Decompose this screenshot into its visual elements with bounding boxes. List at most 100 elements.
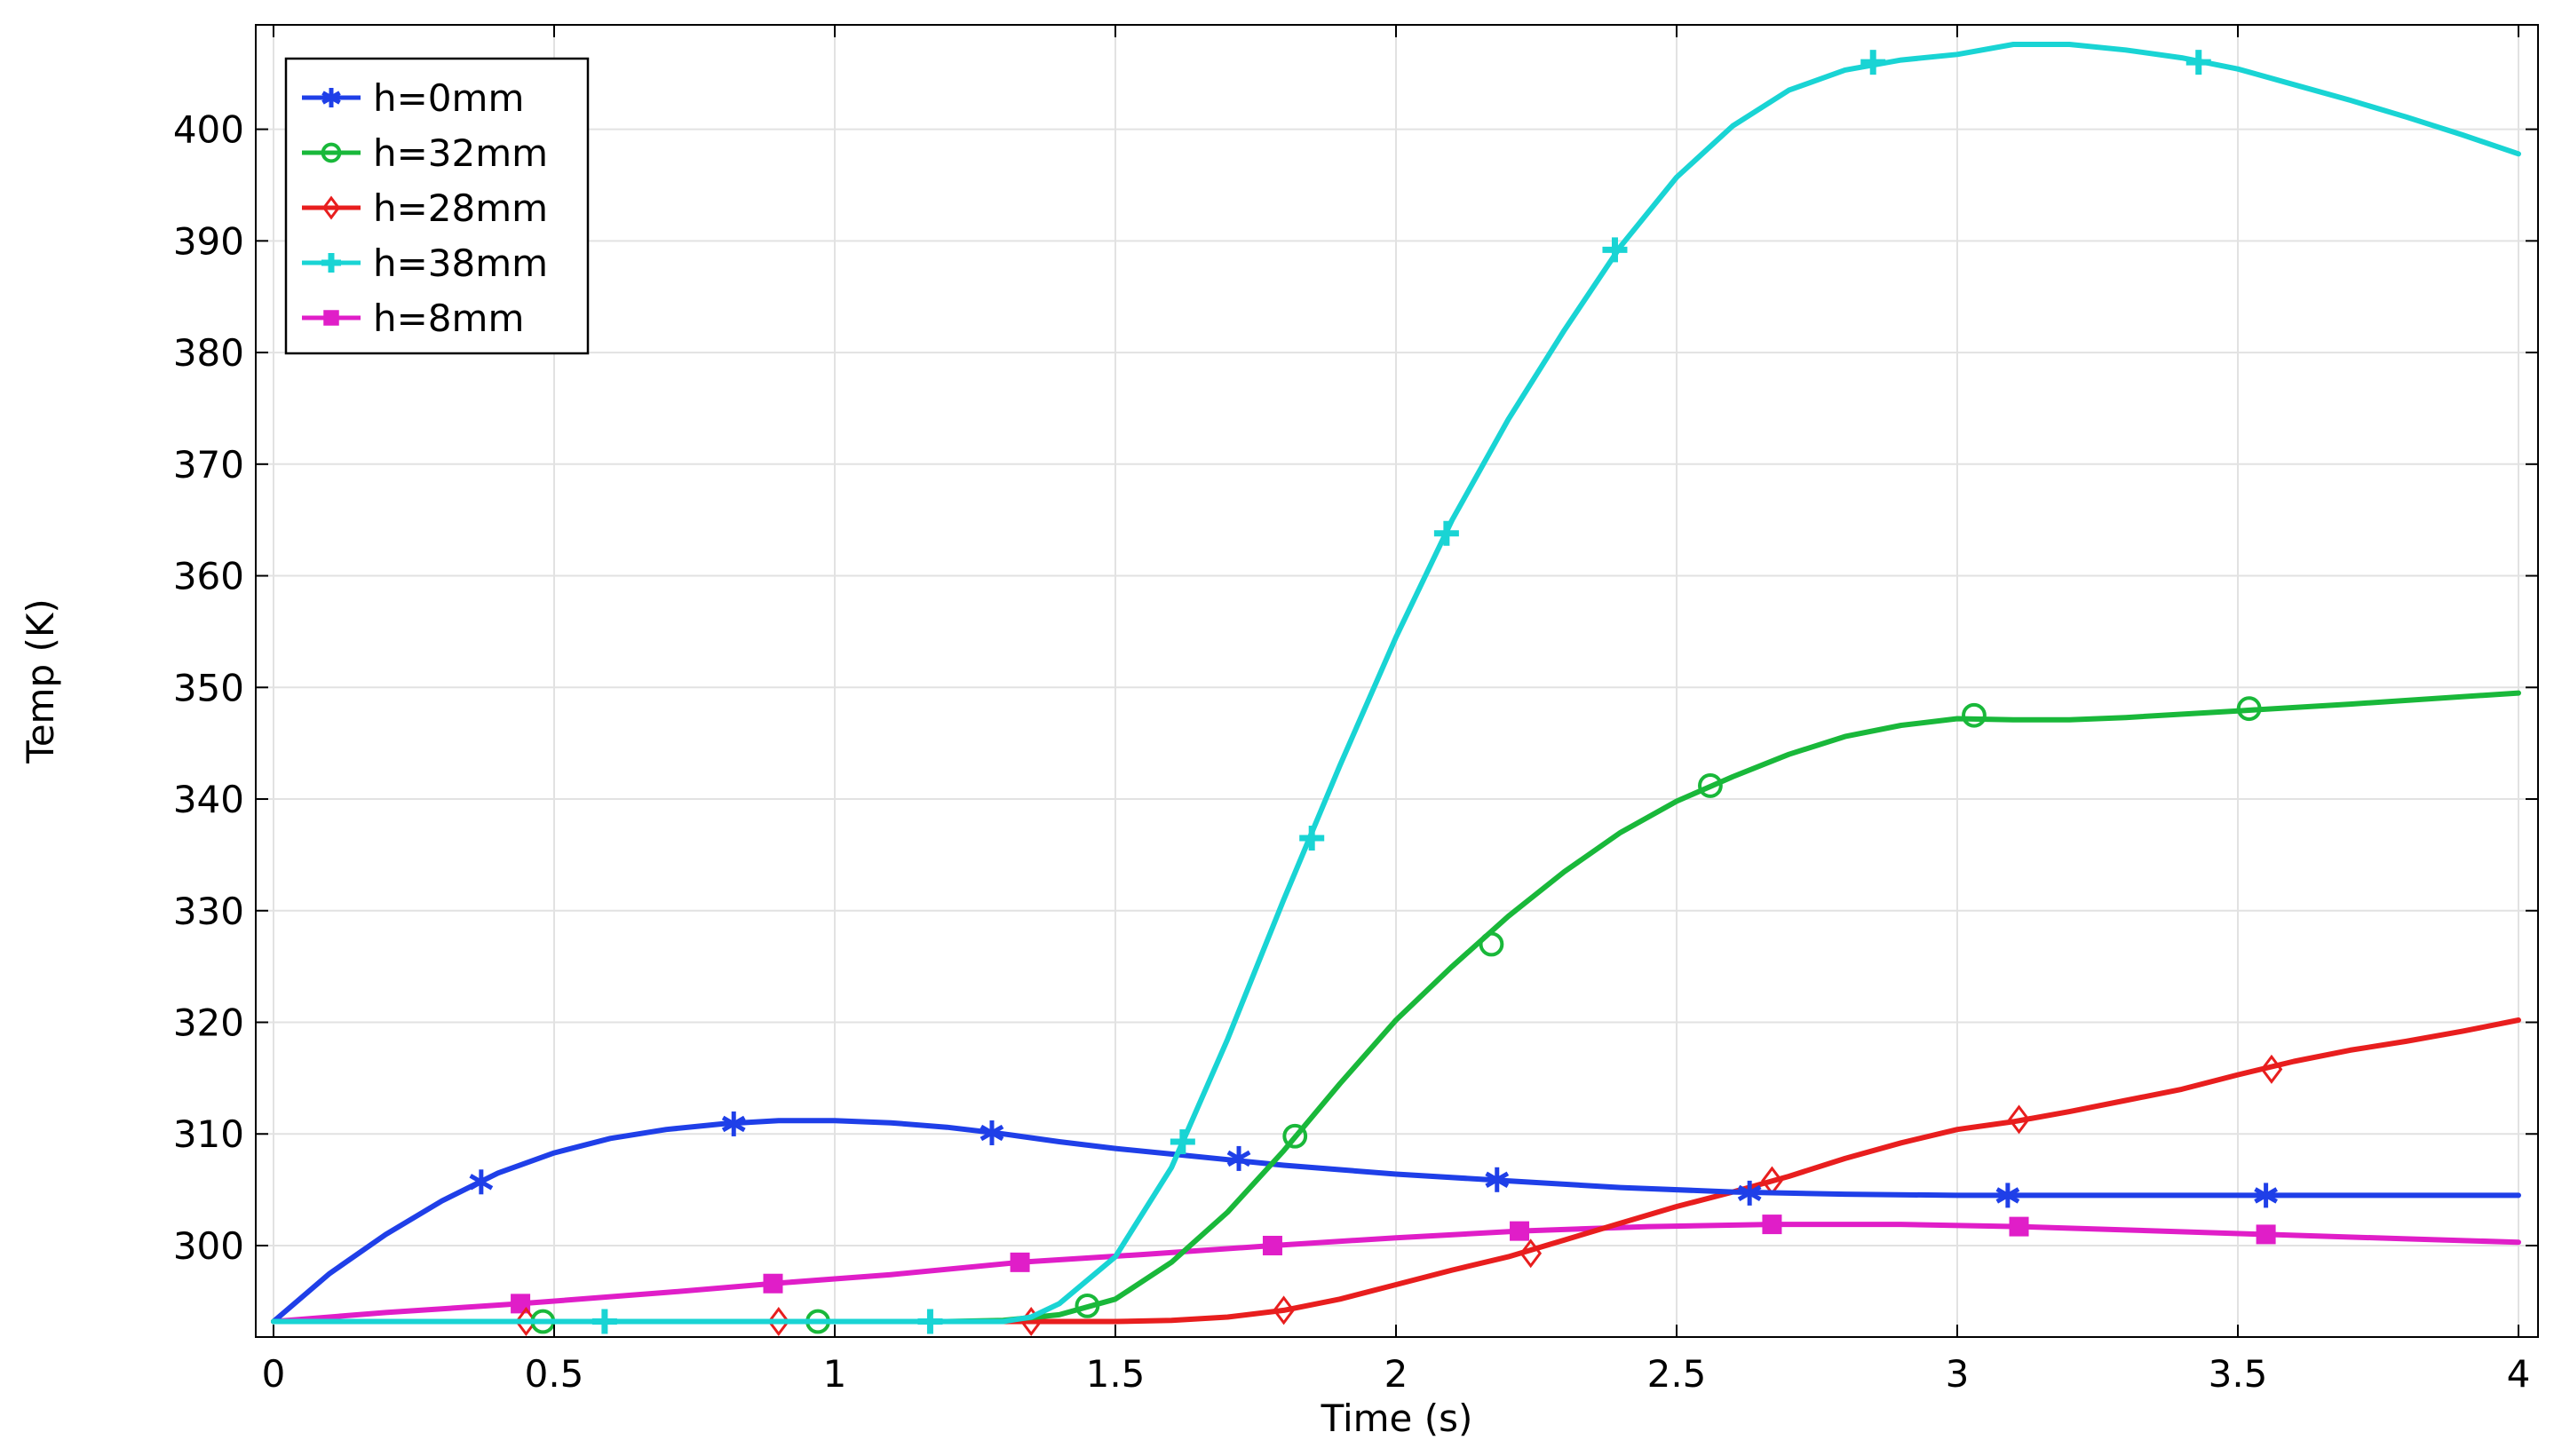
marker-circle [1282,1123,1308,1149]
data-marker [321,88,341,107]
y-tick-label: 380 [173,331,244,375]
y-tick-label: 360 [173,555,244,598]
x-tick-label: 0.5 [525,1352,584,1396]
marker-square [1510,1221,1530,1241]
x-tick-label: 1 [823,1352,847,1396]
marker-square [2009,1216,2029,1237]
legend-item: h=28mm [302,186,548,230]
data-marker [1273,1295,1295,1325]
x-tick-label: 2.5 [1647,1352,1707,1396]
x-tick-label: 0 [262,1352,286,1396]
marker-asterisk-arm [321,91,341,105]
marker-circle [1479,931,1504,957]
marker-diamond [1273,1295,1295,1325]
legend-item: h=32mm [302,131,548,175]
marker-square [323,310,339,326]
marker-diamond [2008,1104,2030,1135]
series-h=28mm [271,1017,2521,1336]
series-line [271,690,2521,1325]
data-marker [591,1309,617,1334]
marker-asterisk-arm [469,1174,494,1191]
y-axis-tick-labels: 300 310 320 330 340 350 360 370 380 390 400 [173,108,244,1268]
data-marker [323,310,339,326]
x-tick-label: 3 [1946,1352,1970,1396]
data-marker [1962,702,1987,728]
legend-label: h=0mm [373,76,524,120]
data-marker [1170,1129,1195,1155]
series-line [271,1222,2521,1325]
series-h=0mm [271,1111,2521,1325]
legend-item: h=0mm [302,76,524,120]
y-tick-label: 330 [173,890,244,933]
data-marker [321,195,341,220]
series-line [271,1118,2521,1325]
data-marker [2009,1216,2029,1237]
marker-asterisk-arm [1737,1184,1762,1202]
data-marker [721,1111,746,1136]
data-marker [2254,1183,2278,1208]
data-marker [1010,1252,1030,1272]
data-marker [917,1309,943,1334]
data-marker [1433,520,1459,546]
series-line [271,1017,2521,1325]
y-tick-label: 300 [173,1224,244,1268]
data-marker [1602,237,1628,263]
y-tick-label: 340 [173,778,244,821]
marker-asterisk-arm [1226,1150,1251,1167]
series-line [271,42,2521,1325]
y-axis-label: Temp (K) [19,598,62,764]
legend-item: h=38mm [302,241,548,285]
data-marker [1479,931,1504,957]
data-marker [1762,1215,1782,1235]
marker-diamond [2260,1054,2283,1084]
marker-diamond [321,195,341,220]
tick-marks [256,25,2538,1337]
data-marker [321,142,342,163]
data-marker [1282,1123,1308,1149]
data-marker [1995,1183,2020,1208]
legend-label: h=8mm [373,297,524,340]
data-marker [2236,696,2262,722]
marker-circle [1698,773,1723,798]
marker-square [2256,1224,2276,1245]
marker-square [763,1273,783,1294]
data-marker [2260,1054,2283,1084]
marker-circle [1075,1293,1100,1318]
y-tick-label: 400 [173,108,244,152]
data-marker [763,1273,783,1294]
x-tick-label: 4 [2507,1352,2531,1396]
data-marker [1299,826,1325,851]
marker-square [1762,1215,1782,1235]
marker-square [1262,1235,1282,1255]
y-tick-label: 350 [173,666,244,709]
data-marker [1485,1167,1510,1192]
x-tick-label: 2 [1384,1352,1408,1396]
data-marker [980,1120,1004,1145]
x-tick-label: 3.5 [2209,1352,2268,1396]
data-marker [1226,1145,1251,1171]
x-tick-label: 1.5 [1086,1352,1146,1396]
y-tick-label: 310 [173,1112,244,1156]
data-marker [767,1306,790,1336]
data-marker [1510,1221,1530,1241]
marker-asterisk-arm [980,1124,1004,1142]
series-h=8mm [271,1215,2521,1325]
legend-label: h=38mm [373,241,548,285]
grid-lines [256,25,2538,1337]
data-marker [2008,1104,2030,1135]
data-marker [469,1169,494,1195]
marker-asterisk-arm [1485,1171,1510,1188]
data-marker [1262,1235,1282,1255]
data-marker [321,253,341,273]
x-axis-label: Time (s) [1321,1397,1473,1440]
data-marker [1860,50,1886,75]
marker-diamond [767,1306,790,1336]
legend-label: h=28mm [373,186,548,230]
marker-asterisk-arm [1995,1187,2020,1204]
data-marker [2185,50,2211,75]
y-tick-label: 370 [173,443,244,487]
data-marker [2256,1224,2276,1245]
y-tick-label: 320 [173,1001,244,1045]
legend: h=0mm h=32mm h=28mm h=38mm h=8mm [284,57,590,355]
